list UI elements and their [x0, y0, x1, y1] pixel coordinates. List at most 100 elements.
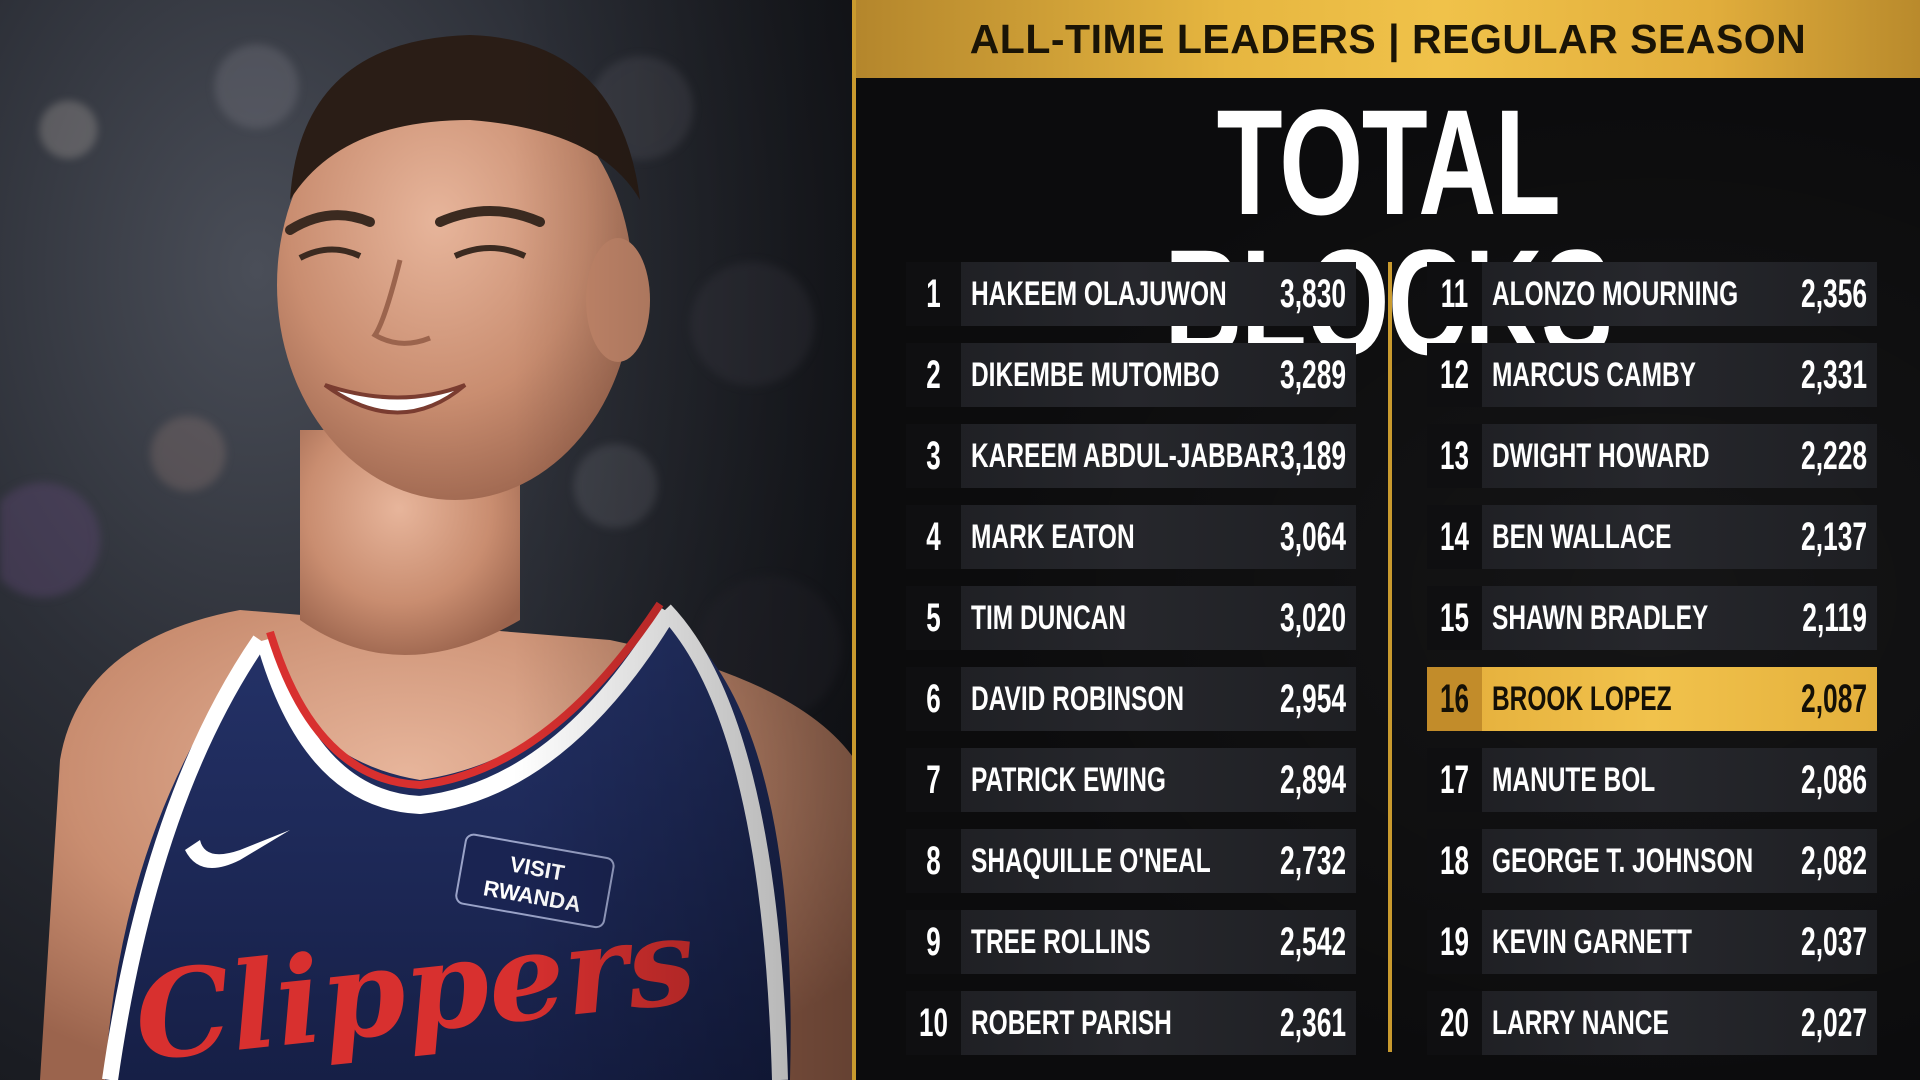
leader-name: TREE ROLLINS — [971, 923, 1151, 961]
leader-blocks: 3,020 — [1279, 596, 1346, 640]
player-photo: VISIT RWANDA Clippers — [0, 0, 855, 1080]
jersey-arm-trim-right — [659, 604, 788, 1080]
leader-row: 13 DWIGHT HOWARD 2,228 — [1427, 424, 1877, 488]
leader-name: SHAWN BRADLEY — [1492, 599, 1709, 637]
leader-blocks: 2,894 — [1279, 758, 1346, 802]
leader-name: TIM DUNCAN — [971, 599, 1127, 637]
rank-box — [906, 748, 961, 812]
leader-rank: 19 — [1440, 920, 1469, 964]
leader-rank: 20 — [1440, 1001, 1469, 1045]
leader-name: ROBERT PARISH — [971, 1004, 1172, 1042]
leader-blocks: 2,037 — [1800, 920, 1867, 964]
leader-name: SHAQUILLE O'NEAL — [971, 842, 1211, 880]
leader-name: KAREEM ABDUL-JABBAR — [971, 437, 1279, 475]
leader-rank: 12 — [1440, 353, 1469, 397]
rank-box — [906, 586, 961, 650]
leader-blocks: 3,189 — [1279, 434, 1346, 478]
column-divider — [1388, 262, 1392, 1052]
rank-box — [1427, 748, 1482, 812]
leader-rank: 3 — [926, 434, 941, 478]
jersey-neck-trim-red — [266, 601, 664, 790]
player-nose — [371, 259, 431, 346]
rank-box — [1427, 991, 1482, 1055]
leader-row: 1 HAKEEM OLAJUWON 3,830 — [906, 262, 1356, 326]
rank-box — [906, 424, 961, 488]
leader-row: 11 ALONZO MOURNING 2,356 — [1427, 262, 1877, 326]
leader-row: 10 ROBERT PARISH 2,361 — [906, 991, 1356, 1055]
leader-row: 6 DAVID ROBINSON 2,954 — [906, 667, 1356, 731]
player-eye-left — [298, 246, 362, 261]
player-eye-right — [453, 245, 527, 259]
leader-row: 7 PATRICK EWING 2,894 — [906, 748, 1356, 812]
leader-row: 14 BEN WALLACE 2,137 — [1427, 505, 1877, 569]
leader-row: 4 MARK EATON 3,064 — [906, 505, 1356, 569]
banner-title: ALL-TIME LEADERS | REGULAR SEASON — [969, 16, 1807, 62]
leader-name: BEN WALLACE — [1492, 518, 1672, 556]
leader-blocks: 2,086 — [1800, 758, 1867, 802]
leader-row: 15 SHAWN BRADLEY 2,119 — [1427, 586, 1877, 650]
leader-row: 3 KAREEM ABDUL-JABBAR 3,189 — [906, 424, 1356, 488]
leader-name: HAKEEM OLAJUWON — [971, 275, 1227, 313]
leader-name: GEORGE T. JOHNSON — [1492, 842, 1754, 880]
jersey-arm-trim-left — [102, 635, 267, 1080]
rank-box — [906, 991, 961, 1055]
player-illustration: VISIT RWANDA Clippers — [40, 35, 855, 1080]
rank-box — [906, 343, 961, 407]
header-banner — [856, 0, 1920, 78]
player-smile — [323, 383, 467, 415]
leader-rank: 15 — [1440, 596, 1469, 640]
leader-rank: 9 — [926, 920, 941, 964]
rank-box — [1427, 586, 1482, 650]
leader-row: 2 DIKEMBE MUTOMBO 3,289 — [906, 343, 1356, 407]
leader-rank: 18 — [1440, 839, 1469, 883]
leader-blocks: 3,830 — [1279, 272, 1346, 316]
leader-rank: 4 — [926, 515, 941, 559]
leader-name: MARK EATON — [971, 518, 1135, 556]
rank-box — [1427, 424, 1482, 488]
leader-row-highlighted: 16 BROOK LOPEZ 2,087 — [1427, 667, 1877, 731]
leader-rank: 16 — [1440, 677, 1469, 721]
leader-blocks: 3,064 — [1279, 515, 1346, 559]
player-eyebrow-right — [435, 206, 545, 227]
photo-shade — [0, 0, 855, 1080]
leader-rank: 5 — [926, 596, 941, 640]
leader-blocks: 2,137 — [1800, 515, 1867, 559]
leader-name: LARRY NANCE — [1492, 1004, 1669, 1042]
leader-rank: 17 — [1440, 758, 1469, 802]
leader-row: 20 LARRY NANCE 2,027 — [1427, 991, 1877, 1055]
leader-blocks: 2,356 — [1800, 272, 1867, 316]
leader-blocks: 2,361 — [1279, 1001, 1346, 1045]
rank-box — [1427, 343, 1482, 407]
leader-blocks: 2,119 — [1802, 596, 1867, 640]
leader-blocks: 2,954 — [1279, 677, 1346, 721]
jersey-neck-trim — [256, 607, 676, 815]
rank-box — [1427, 262, 1482, 326]
leader-blocks: 2,331 — [1800, 353, 1867, 397]
player-hair — [290, 35, 640, 200]
leader-name: DIKEMBE MUTOMBO — [971, 356, 1220, 394]
leader-row: 5 TIM DUNCAN 3,020 — [906, 586, 1356, 650]
leader-rank: 13 — [1440, 434, 1469, 478]
leader-row: 19 KEVIN GARNETT 2,037 — [1427, 910, 1877, 974]
rank-box — [906, 262, 961, 326]
leader-blocks: 2,542 — [1279, 920, 1346, 964]
leader-name: DAVID ROBINSON — [971, 680, 1185, 718]
leader-name: MARCUS CAMBY — [1492, 356, 1696, 394]
rank-box — [1427, 505, 1482, 569]
photo-border — [852, 0, 856, 1080]
leader-blocks: 2,732 — [1279, 839, 1346, 883]
leader-name: ALONZO MOURNING — [1492, 275, 1739, 313]
leader-rank: 7 — [926, 758, 941, 802]
leader-rank: 14 — [1440, 515, 1469, 559]
rank-box — [1427, 829, 1482, 893]
jersey-patch: VISIT RWANDA — [455, 833, 615, 929]
leader-name: KEVIN GARNETT — [1492, 923, 1692, 961]
leader-blocks: 2,027 — [1800, 1001, 1867, 1045]
player-eyebrow-left — [285, 210, 375, 235]
rank-box — [906, 505, 961, 569]
leader-row: 17 MANUTE BOL 2,086 — [1427, 748, 1877, 812]
leader-row: 18 GEORGE T. JOHNSON 2,082 — [1427, 829, 1877, 893]
leader-blocks: 2,082 — [1800, 839, 1867, 883]
player-jersey — [105, 610, 791, 1080]
leader-row: 9 TREE ROLLINS 2,542 — [906, 910, 1356, 974]
